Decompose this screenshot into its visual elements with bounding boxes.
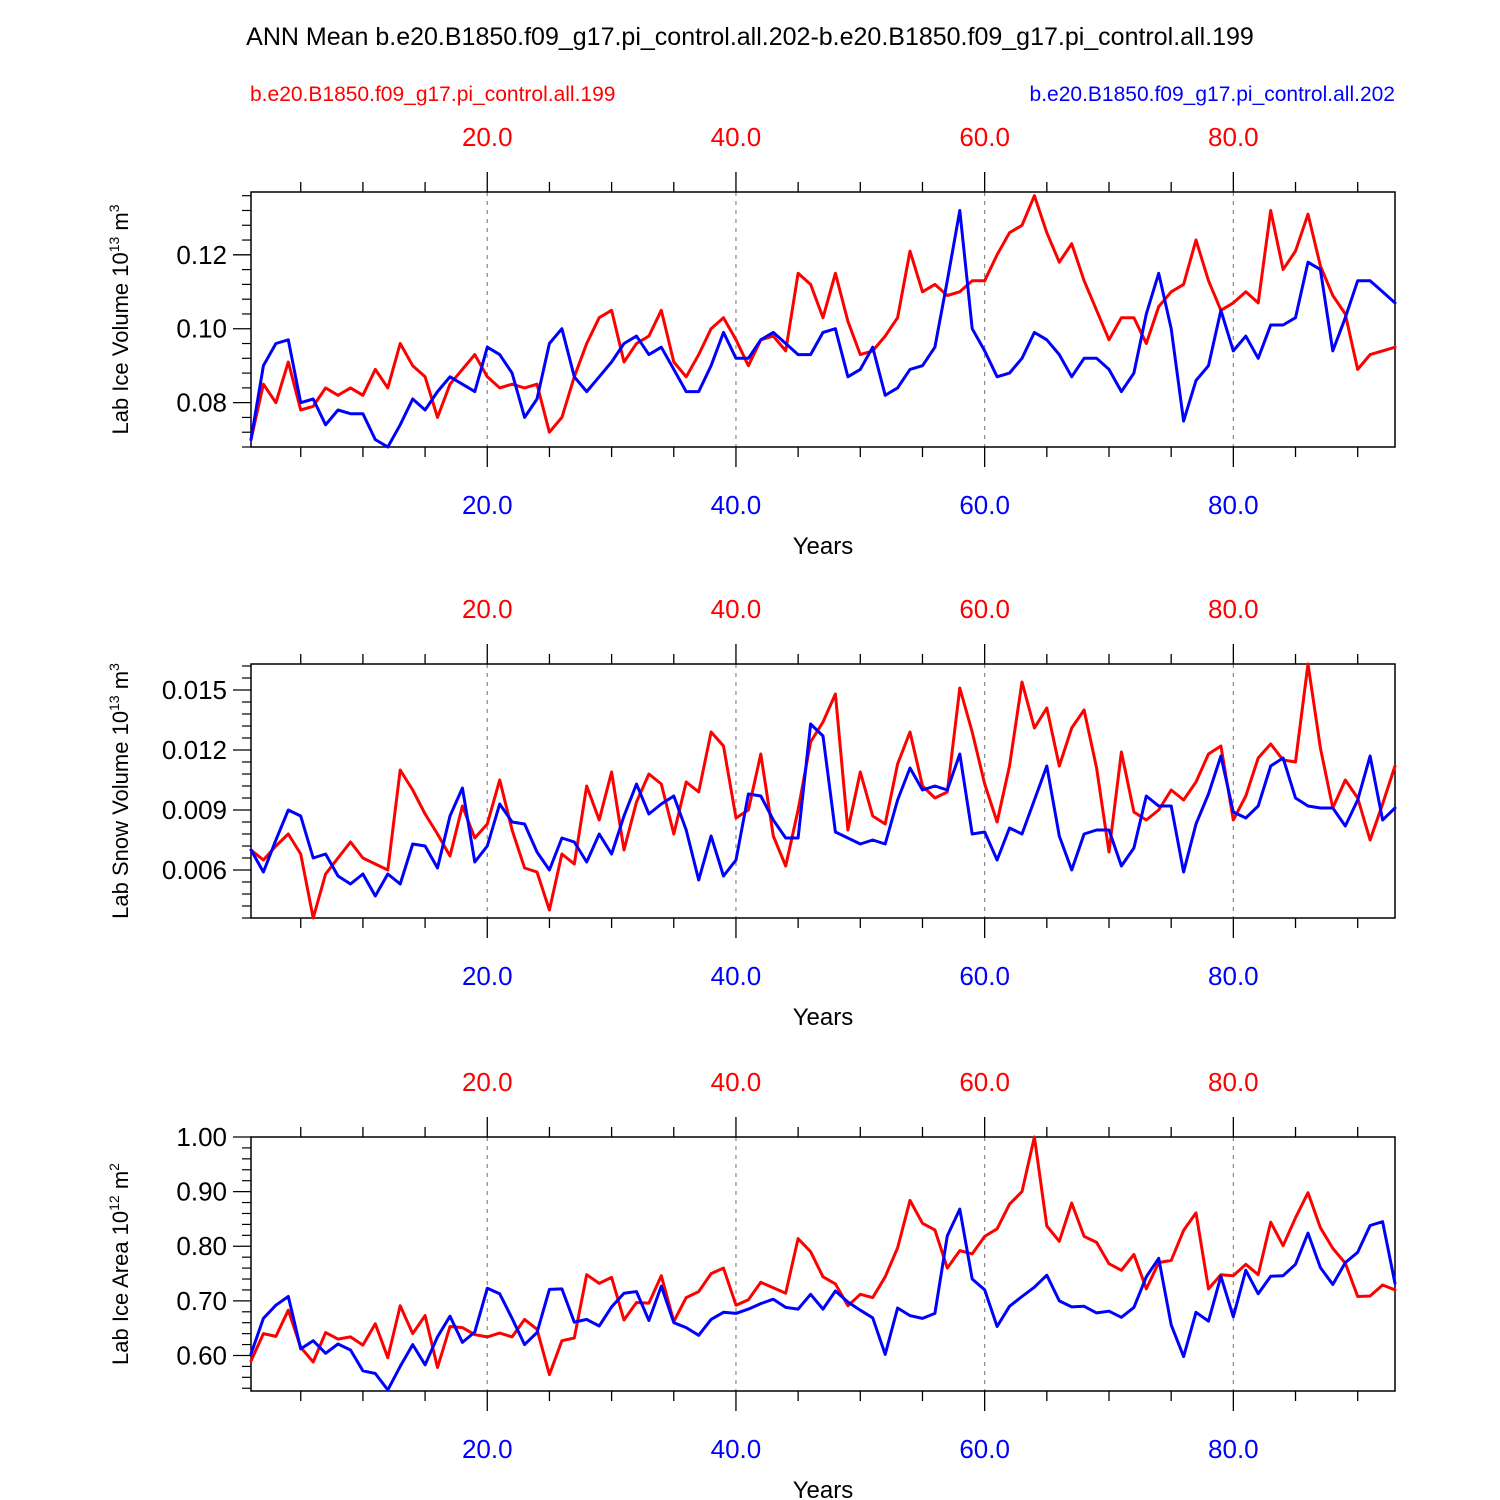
y-tick-label: 0.015 — [162, 675, 227, 705]
y-tick-label: 0.12 — [176, 240, 227, 270]
legend-case-202: b.e20.B1850.f09_g17.pi_control.all.202 — [1030, 83, 1395, 106]
x-tick-label-bottom: 80.0 — [1208, 961, 1259, 991]
x-tick-label-bottom: 20.0 — [462, 490, 513, 520]
y-tick-label: 0.012 — [162, 735, 227, 765]
y-tick-label: 0.80 — [176, 1231, 227, 1261]
x-tick-label-top: 40.0 — [711, 1067, 762, 1097]
series-line-case-202 — [249, 1207, 1397, 1392]
x-tick-label-top: 80.0 — [1208, 1067, 1259, 1097]
figure-title: ANN Mean b.e20.B1850.f09_g17.pi_control.… — [246, 23, 1254, 51]
y-tick-label: 0.60 — [176, 1340, 227, 1370]
series-line-case-199 — [249, 1135, 1397, 1377]
y-tick-label: 0.08 — [176, 388, 227, 418]
y-tick-label: 0.009 — [162, 795, 227, 825]
x-tick-label-top: 20.0 — [462, 1067, 513, 1097]
y-axis-label-part: Lab Ice Volume 10 — [108, 252, 133, 434]
y-tick-label: 1.00 — [176, 1122, 227, 1152]
y-axis-label-part: m — [108, 212, 133, 236]
y-axis-label-part: 13 — [106, 237, 122, 253]
x-tick-label-top: 80.0 — [1208, 594, 1259, 624]
panels: 0.08 0.10 0.12 20.0 20.0 40.0 40.0 60.0 60.0 80.0… — [106, 122, 1397, 1500]
x-tick-label-top: 60.0 — [959, 122, 1010, 152]
x-tick-label-bottom: 20.0 — [462, 961, 513, 991]
x-tick-label-top: 40.0 — [711, 122, 762, 152]
x-tick-label-bottom: 20.0 — [462, 1434, 513, 1464]
chart-panel-2: 0.006 0.009 0.012 0.015 20.0 20.0 40.0 40.0 60.0… — [106, 594, 1397, 1031]
y-axis-label-part: 13 — [106, 695, 122, 711]
plot-frame — [250, 191, 1396, 448]
y-axis-label-part: Lab Snow Volume 10 — [108, 711, 133, 919]
chart-panel-3: 0.60 0.70 0.80 0.90 1.00 20.0 20.0 40.0 40.0 60.0… — [106, 1067, 1397, 1500]
y-axis-label-part: 2 — [106, 1163, 122, 1171]
x-tick-label-bottom: 80.0 — [1208, 490, 1259, 520]
x-tick-label-top: 40.0 — [711, 594, 762, 624]
x-axis-label: Years — [793, 1477, 854, 1500]
y-axis-label: Lab Snow Volume 1013 m3 — [106, 663, 133, 919]
x-tick-label-bottom: 60.0 — [959, 490, 1010, 520]
y-tick-label: 0.10 — [176, 314, 227, 344]
x-tick-label-top: 20.0 — [462, 594, 513, 624]
x-tick-label-bottom: 40.0 — [711, 1434, 762, 1464]
chart-panel-1: 0.08 0.10 0.12 20.0 20.0 40.0 40.0 60.0 60.0 80.0… — [106, 122, 1397, 560]
x-tick-label-top: 60.0 — [959, 594, 1010, 624]
y-tick-label: 0.70 — [176, 1286, 227, 1316]
plot-frame — [250, 663, 1396, 919]
series-line-case-202 — [249, 209, 1397, 449]
x-axis-label: Years — [793, 533, 854, 560]
x-tick-label-bottom: 60.0 — [959, 1434, 1010, 1464]
x-tick-label-bottom: 60.0 — [959, 961, 1010, 991]
y-tick-label: 0.90 — [176, 1177, 227, 1207]
x-tick-label-bottom: 40.0 — [711, 961, 762, 991]
x-tick-label-top: 80.0 — [1208, 122, 1259, 152]
y-axis-label: Lab Ice Volume 1013 m3 — [106, 204, 133, 434]
y-axis-label-part: 3 — [106, 204, 122, 212]
x-tick-label-bottom: 80.0 — [1208, 1434, 1259, 1464]
y-axis-label-part: m — [108, 671, 133, 695]
x-axis-label: Years — [793, 1004, 854, 1031]
legend-case-199: b.e20.B1850.f09_g17.pi_control.all.199 — [250, 83, 615, 106]
series-line-case-199 — [249, 662, 1397, 920]
plot-frame — [250, 1136, 1396, 1392]
y-axis-label-part: m — [108, 1171, 133, 1195]
y-tick-label: 0.006 — [162, 855, 227, 885]
y-axis-label: Lab Ice Area 1012 m2 — [106, 1163, 133, 1365]
x-tick-label-top: 60.0 — [959, 1067, 1010, 1097]
x-tick-label-top: 20.0 — [462, 122, 513, 152]
y-axis-label-part: 3 — [106, 663, 122, 671]
x-tick-label-bottom: 40.0 — [711, 490, 762, 520]
y-axis-label-part: Lab Ice Area 10 — [108, 1211, 133, 1365]
series-line-case-199 — [249, 194, 1397, 442]
series-line-case-202 — [249, 722, 1397, 898]
y-axis-label-part: 12 — [106, 1195, 122, 1211]
